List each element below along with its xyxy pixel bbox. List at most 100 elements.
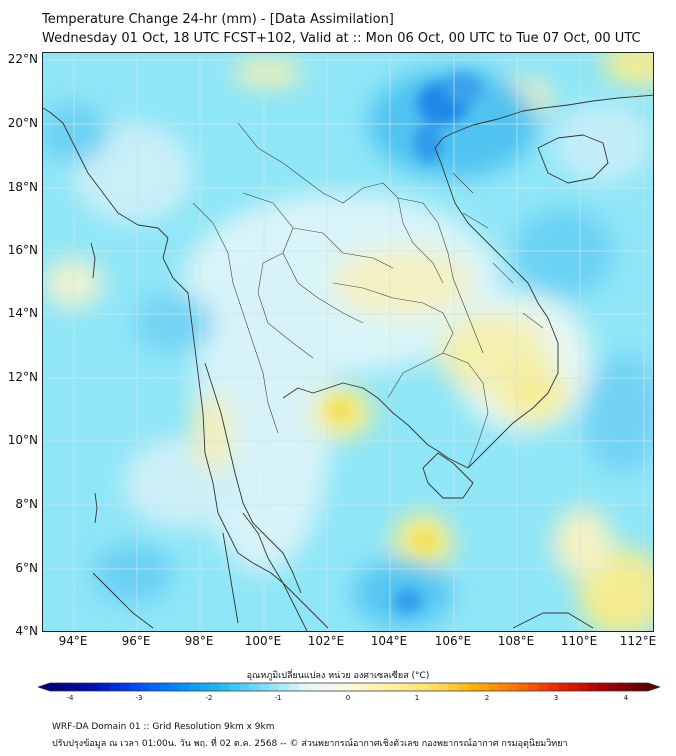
colorbar-cell xyxy=(388,683,400,691)
colorbar-cell xyxy=(438,683,450,691)
colorbar-cell xyxy=(339,683,350,691)
colorbar-cell xyxy=(508,683,519,691)
colorbar-cell xyxy=(119,683,131,691)
colorbar-cell xyxy=(418,683,430,691)
lon-label: 100°E xyxy=(244,634,282,648)
thailand-north-border xyxy=(237,122,444,284)
colorbar xyxy=(38,682,660,692)
lat-label: 10°N xyxy=(7,433,38,447)
colorbar-cell xyxy=(329,683,340,691)
colorbar-cell xyxy=(588,683,599,691)
lat-label: 14°N xyxy=(7,306,38,320)
colorbar-cell xyxy=(468,683,480,691)
colorbar-cell xyxy=(149,683,161,691)
colorbar-cell xyxy=(129,683,141,691)
malay-peninsula xyxy=(222,512,308,631)
colorbar-cell xyxy=(528,683,539,691)
footer-credit: ปรับปรุงข้อมูล ณ เวลา 01:00น. วัน พฤ. ที… xyxy=(52,739,568,749)
colorbar-cell xyxy=(189,683,200,691)
field-patch-warm xyxy=(43,258,103,308)
admin-borders xyxy=(192,122,544,469)
colorbar-outline xyxy=(38,682,660,692)
colorbar-cell xyxy=(289,683,300,691)
colorbar-cell xyxy=(378,683,390,691)
field-patch-warm xyxy=(233,59,303,87)
lon-label: 96°E xyxy=(121,634,151,648)
field-patch-cool xyxy=(583,353,653,473)
field-patch-warm xyxy=(553,508,613,578)
south-china-coast xyxy=(452,94,653,134)
lon-label: 104°E xyxy=(370,634,408,648)
field-patch-warm xyxy=(498,363,568,423)
colorbar-extend-low xyxy=(38,683,50,691)
indochina-east-coast xyxy=(434,132,559,469)
field-core-warm xyxy=(411,529,439,553)
map-panel xyxy=(42,52,654,632)
andaman-islands xyxy=(90,242,98,524)
lat-label: 16°N xyxy=(7,243,38,257)
hainan-island xyxy=(537,134,609,184)
colorbar-tick: 2 xyxy=(484,694,490,702)
footer-model-info: WRF-DA Domain 01 :: Grid Resolution 9km … xyxy=(52,722,275,732)
thailand-cambodia-border xyxy=(332,282,454,399)
lat-label: 20°N xyxy=(7,116,38,130)
colorbar-cell xyxy=(538,683,549,691)
gulf-of-thailand-coast xyxy=(204,362,469,594)
lon-label: 98°E xyxy=(184,634,214,648)
colorbar-cell xyxy=(209,683,220,691)
mainland-coastline-west xyxy=(43,107,329,629)
colorbar-tick: 4 xyxy=(623,694,629,702)
colorbar-cell xyxy=(109,683,121,691)
colorbar-tick: -3 xyxy=(135,694,143,702)
map-subtitle: Wednesday 01 Oct, 18 UTC FCST+102, Valid… xyxy=(42,31,641,46)
colorbar-cell xyxy=(488,683,499,691)
colorbar-tick: -2 xyxy=(205,694,213,702)
lat-label: 12°N xyxy=(7,370,38,384)
colorbar-cell xyxy=(299,683,310,691)
lat-label: 8°N xyxy=(15,497,38,511)
sumatra-coast xyxy=(92,572,154,629)
colorbar-tick: -1 xyxy=(274,694,282,702)
colorbar-title: อุณหภูมิเปลี่ยนแปลง หน่วย องศาเซลเซียส (… xyxy=(246,671,430,681)
colorbar-cell xyxy=(50,683,61,691)
colorbar-cell xyxy=(219,683,230,691)
colorbar-cell xyxy=(558,683,569,691)
colorbar-cell xyxy=(179,683,191,691)
colorbar-cell xyxy=(608,683,619,691)
laos-vietnam-border xyxy=(397,197,484,354)
colorbar-cell xyxy=(59,683,71,691)
colorbar-cell xyxy=(368,683,380,691)
colorbar-tick: 3 xyxy=(553,694,559,702)
field-patch-cool xyxy=(93,543,173,603)
colorbar-cell xyxy=(518,683,529,691)
colorbar-tick: 1 xyxy=(414,694,420,702)
coastlines xyxy=(43,94,653,631)
vietnam-provinces xyxy=(452,172,544,329)
colorbar-cell xyxy=(548,683,559,691)
map-title: Temperature Change 24-hr (mm) - [Data As… xyxy=(42,12,394,27)
field-core-cool xyxy=(414,123,442,163)
colorbar-cell xyxy=(578,683,589,691)
colorbar-extend-high xyxy=(648,683,660,691)
colorbar-cell xyxy=(358,683,370,691)
colorbar-cell xyxy=(139,683,151,691)
field-core xyxy=(327,72,483,613)
colorbar-cell xyxy=(408,683,420,691)
colorbar-cell xyxy=(99,683,111,691)
colorbar-cell xyxy=(309,683,320,691)
colorbar-cell xyxy=(169,683,181,691)
field-patch-warm xyxy=(333,248,473,318)
field-patch-cool xyxy=(43,103,108,163)
colorbar-cell xyxy=(319,683,330,691)
colorbar-cell xyxy=(249,683,260,691)
colorbar-cell xyxy=(478,683,490,691)
colorbar-cell xyxy=(199,683,210,691)
colorbar-cell xyxy=(269,683,280,691)
mekong-delta xyxy=(422,452,474,499)
field-patch-cool xyxy=(133,293,213,353)
lon-label: 108°E xyxy=(497,634,535,648)
colorbar-cell xyxy=(498,683,509,691)
lon-label: 102°E xyxy=(307,634,345,648)
colorbar-cell xyxy=(349,683,360,691)
borneo-coast xyxy=(512,612,594,629)
